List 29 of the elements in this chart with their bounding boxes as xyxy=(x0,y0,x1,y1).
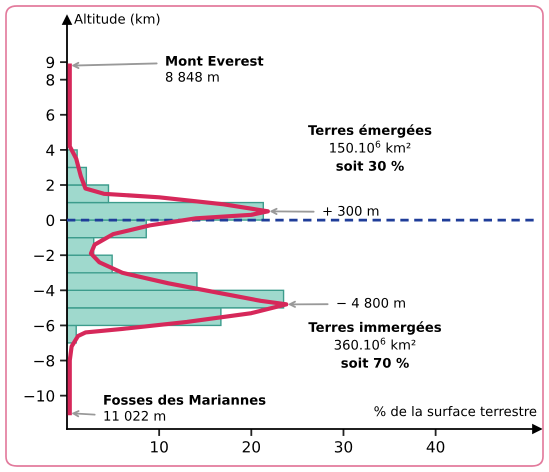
y-tick-label: 4 xyxy=(46,144,54,156)
y-tick-label: −8 xyxy=(34,355,54,367)
annotation: Terres immergées xyxy=(308,321,442,335)
annotation: − 4 800 m xyxy=(337,298,405,308)
annotation: 360.10$^{6}$ km² xyxy=(334,338,416,350)
y-tick-label: −10 xyxy=(24,390,54,402)
annotation: soit 30 % xyxy=(336,160,404,171)
annotation: 11 022 m xyxy=(104,410,166,421)
y-tick-label: 9 xyxy=(46,56,54,68)
x-tick-label: 20 xyxy=(242,441,260,453)
annotation: soit 70 % xyxy=(341,358,409,368)
annotation: 8 848 m xyxy=(166,72,219,82)
annotation: Terres émergées xyxy=(308,124,432,138)
annotation: + 300 m xyxy=(323,206,378,216)
x-tick-label: 40 xyxy=(426,441,444,453)
annotation: Mont Everest xyxy=(166,56,264,66)
y-tick-label: 2 xyxy=(46,179,54,191)
y-tick-label: 0 xyxy=(46,214,54,226)
x-axis-title: % de la surface terrestre xyxy=(374,406,536,416)
x-tick-label: 30 xyxy=(334,441,352,453)
y-tick-label: −6 xyxy=(34,320,54,332)
y-tick-label: 8 xyxy=(46,74,54,86)
y-tick-label: 6 xyxy=(46,109,54,121)
annotation: Fosses des Mariannes xyxy=(104,394,266,405)
y-axis-title: Altitude (km) xyxy=(74,14,160,26)
y-tick-label: −2 xyxy=(34,250,54,262)
x-tick-label: 10 xyxy=(151,441,168,453)
annotation: 150.10$^{6}$ km² xyxy=(330,140,410,153)
y-tick-label: −4 xyxy=(34,284,54,296)
